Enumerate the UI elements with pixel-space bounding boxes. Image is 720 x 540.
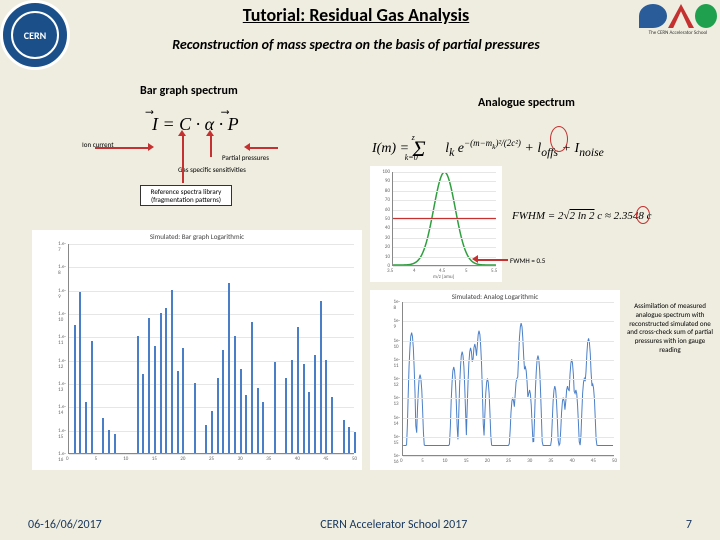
bar-chart-axes: 1.e-161.e-151.e-141.e-131.e-121.e-111.e-… xyxy=(68,244,354,454)
cern-logo-text: CERN xyxy=(24,29,46,42)
fwhm-c-highlight-icon xyxy=(636,206,650,224)
bar-chart-title: Simulated: Bar graph Logarithmic xyxy=(32,230,362,243)
arrow-ref-lib-head xyxy=(178,130,186,136)
arrow-gas-sens-head xyxy=(206,130,214,136)
formula-analogue: I(m) = Σzk=0 lk e−(m−mk)²/(2c²) + loffs … xyxy=(372,132,604,159)
slide-subtitle: Reconstruction of mass spectra on the ba… xyxy=(70,36,642,53)
assimilation-note: Assimilation of measured analogue spectr… xyxy=(626,302,714,355)
bar-chart: Simulated: Bar graph Logarithmic 1.e-161… xyxy=(32,230,362,470)
footer-date: 06-16/06/2017 xyxy=(28,518,102,532)
gaussian-axes: 01020304050607080901003.544.555.5m/z [am… xyxy=(392,172,496,266)
label-ion-current: Ion current xyxy=(82,140,114,149)
slide-footer: 06-16/06/2017 CERN Accelerator School 20… xyxy=(0,518,720,532)
analogue-chart: Simulated: Analog Logarithmic 1e-161e-15… xyxy=(370,290,620,470)
fwhm-note: FWMH = 0.5 xyxy=(510,256,545,265)
analogue-axes: 1e-161e-151e-141e-131e-121e-111e-101e-91… xyxy=(402,302,614,456)
arrow-partial-p xyxy=(248,147,278,149)
slide-title: Tutorial: Residual Gas Analysis xyxy=(70,4,642,26)
analogue-section-label: Analogue spectrum xyxy=(478,96,575,110)
arrow-fwhm xyxy=(476,259,508,261)
label-partial-pressures: Partial pressures xyxy=(222,153,269,162)
footer-venue: CERN Accelerator School 2017 xyxy=(320,518,467,532)
cas-logo-glyphs xyxy=(639,4,717,28)
title-block: Tutorial: Residual Gas Analysis Reconstr… xyxy=(70,0,642,53)
formula-c-highlight-icon xyxy=(550,126,568,152)
cas-logo-caption: The CERN Accelerator School xyxy=(649,30,708,36)
cern-logo: CERN xyxy=(0,0,70,70)
label-ref-library: Reference spectra library (fragmentation… xyxy=(140,185,232,206)
formula-bar: I = C · α · P xyxy=(152,114,239,135)
arrow-ion-current-head xyxy=(148,143,154,151)
gaussian-chart: 01020304050607080901003.544.555.5m/z [am… xyxy=(370,166,502,282)
label-gas-sensitivities: Gas specific sensitivities xyxy=(178,165,246,174)
arrow-partial-p-head xyxy=(244,143,250,151)
slide-header: CERN Tutorial: Residual Gas Analysis Rec… xyxy=(0,0,720,72)
arrow-fwhm-head xyxy=(472,255,478,263)
cas-a-icon xyxy=(668,4,694,28)
cas-c-icon xyxy=(639,4,667,28)
formula-I: I xyxy=(152,114,158,134)
bar-section-label: Bar graph spectrum xyxy=(140,84,238,98)
arrow-ref-lib xyxy=(182,135,184,183)
formula-fwhm: FWHM = 2√2 ln 2 c ≈ 2.3548 c xyxy=(512,210,652,222)
arrow-gas-sens xyxy=(210,135,212,157)
cas-logo: The CERN Accelerator School xyxy=(642,4,714,44)
cas-s-icon xyxy=(695,4,717,28)
footer-page: 7 xyxy=(686,518,692,532)
formula-P: P xyxy=(228,114,239,134)
